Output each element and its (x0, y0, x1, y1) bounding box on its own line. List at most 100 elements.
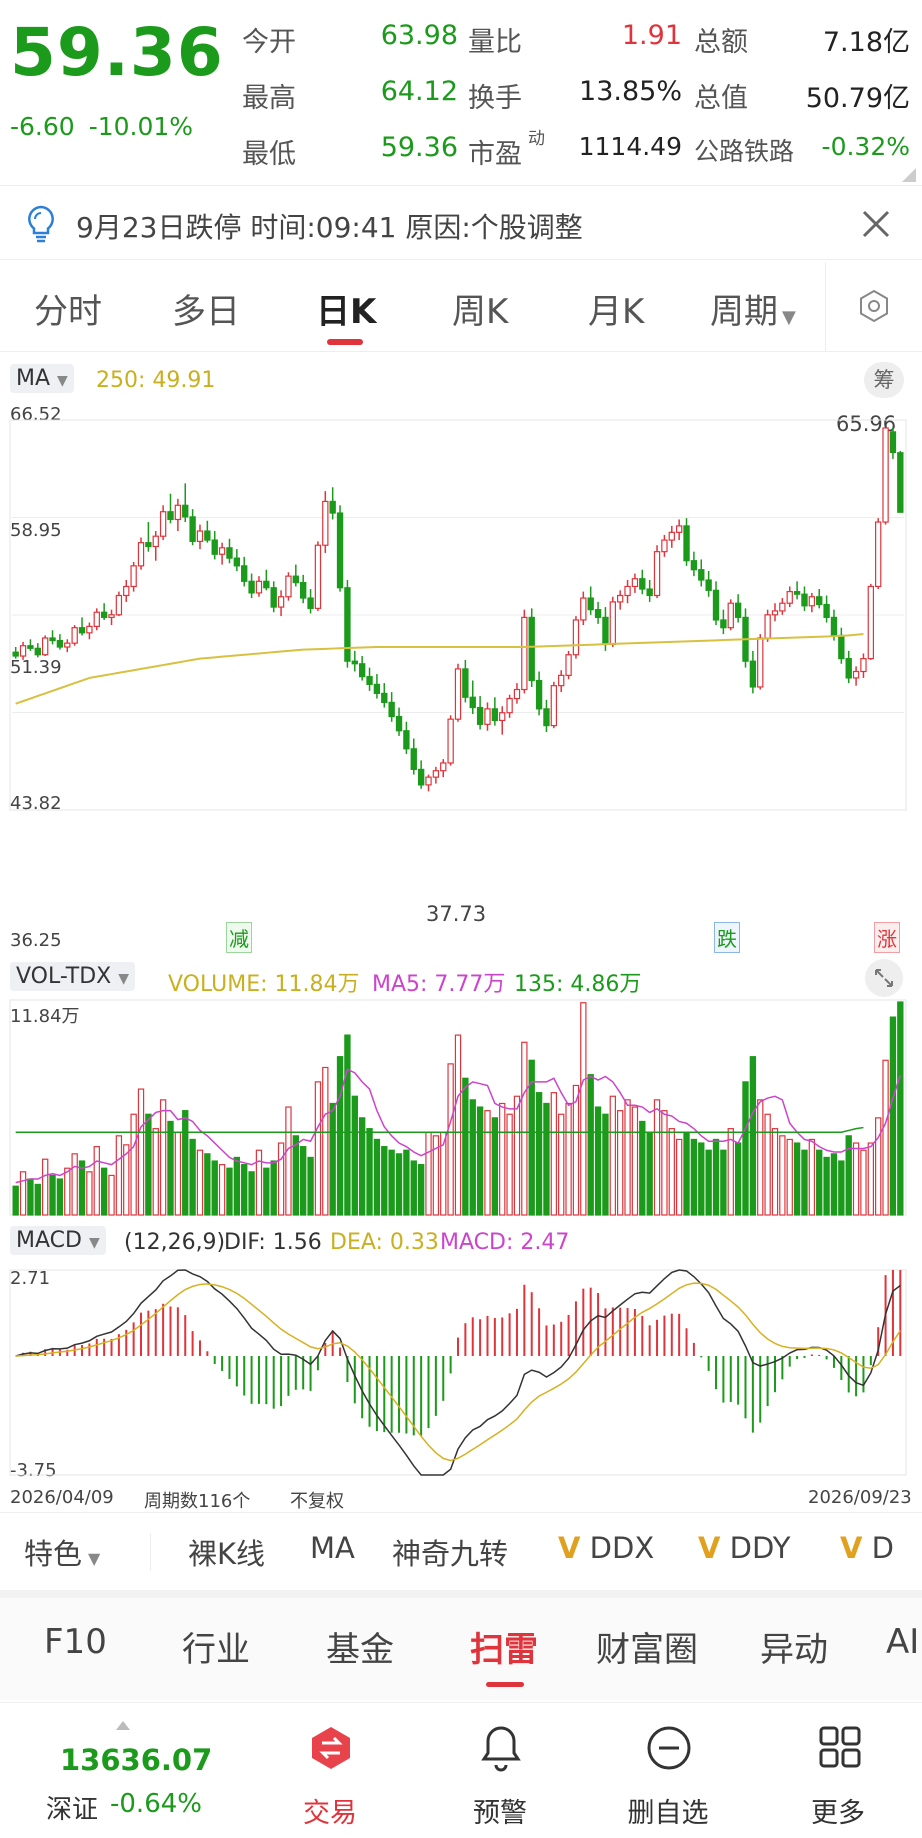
volume-bar (56, 1178, 64, 1216)
ma-toggle[interactable]: MA (310, 1531, 355, 1565)
vol-ma135-value: 135: 4.86万 (514, 972, 642, 997)
volume-bar (329, 1102, 336, 1216)
candlestick-series (12, 427, 904, 792)
volume-bar (167, 1120, 174, 1216)
minus-circle-icon (647, 1726, 691, 1770)
candle-body (476, 706, 484, 725)
volume-bar (417, 1164, 425, 1216)
nav-alert[interactable]: 预警 (440, 1703, 560, 1838)
subnav-industry[interactable]: 行业 (182, 1630, 250, 1670)
nav-more[interactable]: 更多 (778, 1703, 898, 1838)
tab-monthly-k[interactable]: 月K (588, 292, 645, 332)
subnav-f10[interactable]: F10 (44, 1622, 107, 1662)
bare-k-toggle[interactable]: 裸K线 (188, 1537, 266, 1571)
market-cap-value: 50.79亿 (805, 83, 910, 114)
volume-bar (646, 1131, 653, 1216)
candle-body (34, 647, 41, 656)
kline-chart[interactable] (0, 400, 922, 1520)
volume-value: VOLUME: 11.84万 (168, 972, 360, 997)
macd-dif: DIF: 1.56 (224, 1230, 322, 1255)
candle-body (889, 431, 897, 454)
tab-multi-day[interactable]: 多日 (172, 292, 240, 332)
main-indicator-select[interactable]: MA ▼ (10, 364, 74, 393)
volume-bar (366, 1128, 373, 1216)
candle-body (764, 614, 771, 639)
candle-body (882, 427, 889, 523)
open-label: 今开 (242, 27, 296, 58)
candle-body (86, 625, 93, 634)
candle-body (123, 585, 130, 597)
limit-down-tag[interactable]: 跌 (714, 922, 740, 953)
tab-weekly-k[interactable]: 周K (452, 292, 509, 332)
candle-body (513, 688, 521, 700)
volume-bar (469, 1099, 476, 1216)
limit-up-tag[interactable]: 涨 (874, 922, 900, 953)
candle-body (580, 597, 587, 621)
ddx-toggle[interactable]: V DDX (558, 1531, 654, 1565)
candle-body (816, 596, 823, 606)
subnav-ai[interactable]: AI (886, 1622, 920, 1662)
candle-body (49, 637, 56, 642)
tab-period-dropdown[interactable]: 周期 ▼ (710, 284, 796, 333)
tab-divider (825, 262, 826, 352)
subnav-fund[interactable]: 基金 (326, 1630, 394, 1670)
nav-trade[interactable]: 交易 (270, 1703, 390, 1838)
macd-indicator-select[interactable]: MACD ▼ (10, 1226, 106, 1255)
close-icon[interactable] (858, 206, 894, 242)
volume-bar (447, 1063, 454, 1216)
volume-bar (476, 1106, 484, 1216)
expand-corner-icon[interactable] (902, 168, 916, 182)
candle-body (56, 639, 64, 648)
candle-body (631, 578, 639, 588)
candle-body (462, 668, 469, 698)
candle-body (749, 660, 757, 688)
subnav-wealth-circle[interactable]: 财富圈 (596, 1630, 698, 1670)
magic-nine-toggle[interactable]: 神奇九转 (392, 1537, 509, 1571)
subnav-anomaly[interactable]: 异动 (760, 1630, 828, 1670)
candle-body (307, 597, 314, 609)
sector-link[interactable]: 公路铁路 (694, 137, 795, 166)
volume-ratio-label: 量比 (468, 27, 522, 58)
tab-daily-k[interactable]: 日K (316, 292, 377, 332)
vol-indicator-select[interactable]: VOL-TDX ▼ (10, 962, 135, 991)
turnover-rate-value: 13.85% (579, 76, 682, 107)
ddy-label: DDY (729, 1531, 791, 1565)
volume-bar (403, 1149, 410, 1216)
candle-body (499, 712, 506, 722)
feature-dropdown[interactable]: 特色 ▼ (24, 1531, 100, 1573)
ddy-toggle[interactable]: V DDY (698, 1531, 790, 1565)
subnav-risk-scan[interactable]: 扫雷 (470, 1630, 538, 1670)
candle-body (565, 654, 572, 676)
dif-line (15, 1269, 901, 1476)
reduce-holding-tag[interactable]: 减 (226, 922, 252, 953)
settings-hexagon-icon[interactable] (856, 288, 892, 324)
candle-body (218, 547, 226, 555)
candle-body (875, 521, 882, 588)
volume-bar (182, 1110, 189, 1216)
chip-distribution-button[interactable]: 筹 (864, 362, 904, 398)
nav-alert-label: 预警 (473, 1798, 527, 1829)
volume-bar (226, 1167, 233, 1216)
active-tab-indicator (327, 339, 363, 345)
volume-bar (624, 1099, 631, 1216)
candle-body (130, 565, 137, 588)
candle-body (145, 542, 152, 548)
fullscreen-icon[interactable] (864, 958, 904, 998)
index-value[interactable]: 13636.07 (60, 1743, 213, 1777)
volume-bar (587, 1074, 594, 1216)
vol-axis-max: 11.84万 (10, 1006, 80, 1027)
volume-ratio-value: 1.91 (621, 20, 682, 51)
more-indicator-toggle[interactable]: V D (840, 1531, 894, 1565)
turnover-amount-value: 7.18亿 (822, 27, 910, 58)
candle-body (196, 530, 204, 542)
nav-remove-watchlist[interactable]: 删自选 (608, 1703, 728, 1838)
vol-ma5-value: MA5: 7.77万 (372, 972, 506, 997)
tab-intraday[interactable]: 分时 (34, 292, 102, 332)
candle-body (373, 683, 381, 694)
limit-down-notice[interactable]: 9月23日跌停 时间:09:41 原因:个股调整 (0, 185, 922, 260)
candle-body (248, 580, 255, 594)
adjustment-mode[interactable]: 不复权 (290, 1491, 344, 1512)
volume-bar (263, 1167, 270, 1216)
candle-body (469, 696, 476, 709)
